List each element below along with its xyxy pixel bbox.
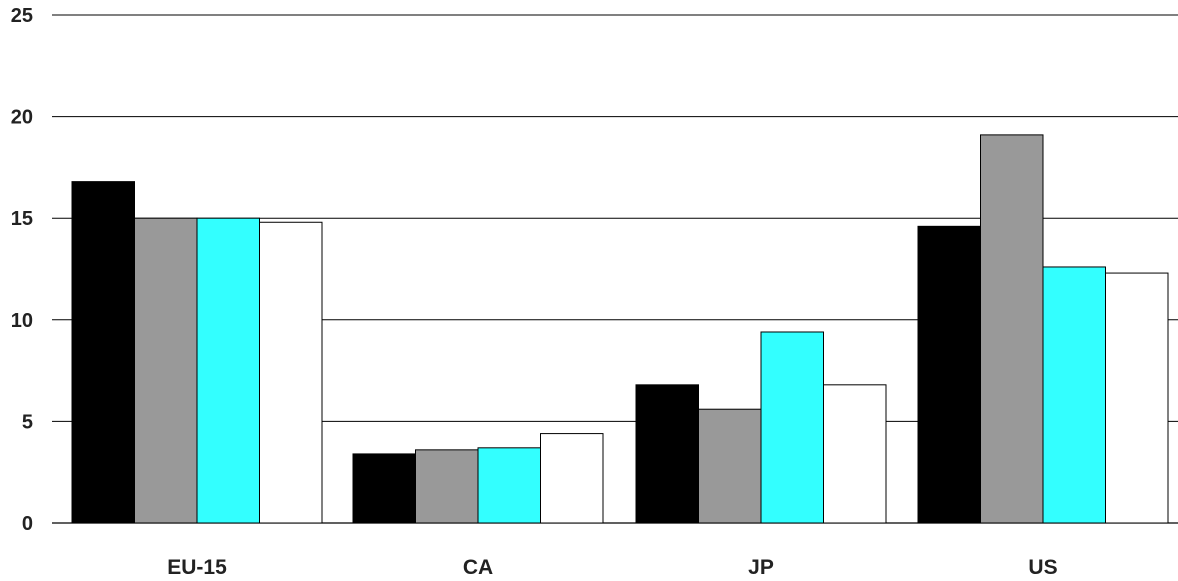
bar [477, 447, 541, 524]
x-category-label: CA [463, 556, 493, 579]
x-category-label: JP [748, 556, 774, 579]
bar [635, 384, 699, 524]
y-tick-label: 10 [11, 310, 33, 332]
bar [917, 225, 981, 524]
bar [196, 217, 260, 524]
bar [415, 449, 479, 524]
bar [698, 408, 762, 524]
bar [134, 217, 198, 524]
y-tick-label: 20 [11, 107, 33, 129]
bar [1042, 266, 1106, 524]
y-tick-label: 15 [11, 208, 33, 230]
y-axis-ticks: 0 5 10 15 20 25 [11, 5, 33, 535]
bar [823, 384, 887, 524]
bar [71, 181, 135, 524]
bar [1105, 272, 1169, 524]
x-category-label: US [1028, 556, 1057, 579]
x-category-label: EU-15 [167, 556, 227, 579]
bar [540, 433, 604, 524]
bar [980, 134, 1044, 524]
y-tick-label: 5 [22, 411, 33, 433]
bar [259, 221, 323, 524]
bars [71, 134, 1169, 524]
y-tick-label: 0 [22, 513, 33, 535]
y-tick-label: 25 [11, 5, 33, 27]
bar [760, 331, 824, 524]
x-axis-categories: EU-15 CA JP US [167, 556, 1057, 579]
bar [352, 453, 416, 524]
